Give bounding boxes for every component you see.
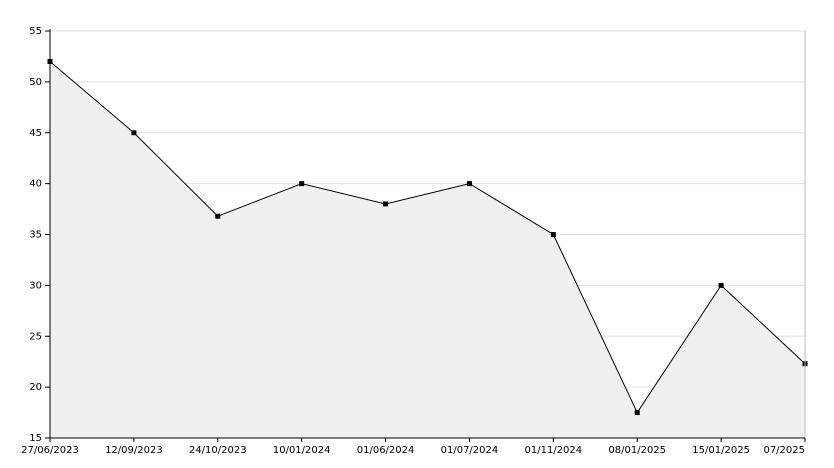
marker xyxy=(131,130,137,136)
x-tick-label: 24/10/2023 xyxy=(189,445,247,456)
line xyxy=(49,61,806,414)
x-tick-label: 12/09/2023 xyxy=(105,445,163,456)
marker xyxy=(299,181,305,187)
marker xyxy=(215,213,221,219)
y-tick-label: 15 xyxy=(29,433,42,444)
y-tick-label: 25 xyxy=(29,331,42,342)
marker xyxy=(634,410,640,416)
x-tick-label: 01/11/2024 xyxy=(525,445,583,456)
marker xyxy=(718,282,724,288)
marker xyxy=(383,201,389,207)
area-fill xyxy=(50,61,805,439)
y-tick-label: 55 xyxy=(29,26,42,37)
x-tick-label: 15/01/2025 xyxy=(692,445,750,456)
x-tick-label: 08/01/2025 xyxy=(608,445,666,456)
x-tick-label: 01/06/2024 xyxy=(357,445,415,456)
x-tick-label: 10/01/2024 xyxy=(273,445,331,456)
y-tick-label: 50 xyxy=(29,77,42,88)
marker xyxy=(550,232,556,237)
y-tick-label: 30 xyxy=(29,280,42,291)
x-tick-label: 27/06/2023 xyxy=(21,445,79,456)
marker xyxy=(466,181,472,187)
x-tick-label: 07/2025 xyxy=(763,445,805,456)
y-tick-label: 45 xyxy=(29,128,42,139)
x-tick-label: 01/07/2024 xyxy=(441,445,499,456)
y-tick-label: 35 xyxy=(29,230,42,241)
y-tick-label: 20 xyxy=(29,382,42,393)
y-tick-label: 40 xyxy=(29,179,42,190)
